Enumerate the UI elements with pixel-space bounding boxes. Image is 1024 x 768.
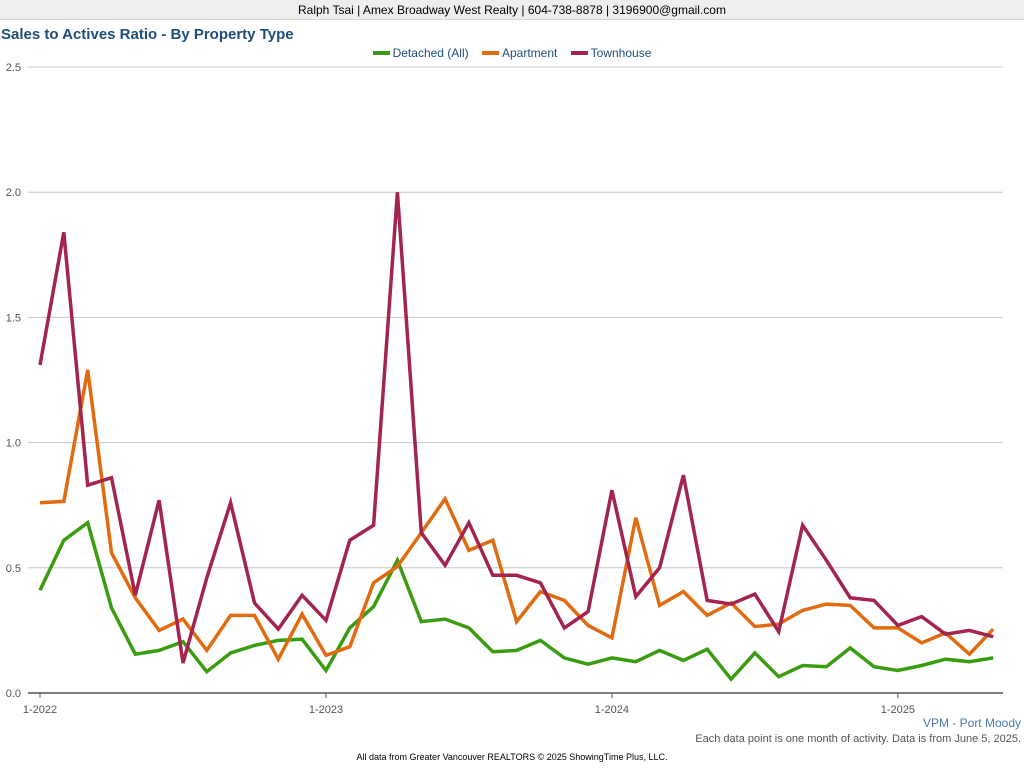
contact-text: Ralph Tsai | Amex Broadway West Realty |…: [298, 3, 726, 17]
legend-label-townhouse: Townhouse: [590, 46, 652, 60]
x-tick-label: 1-2022: [23, 704, 57, 716]
contact-banner: Ralph Tsai | Amex Broadway West Realty |…: [0, 0, 1024, 20]
x-axis: 1-2022 1-2023 1-2024 1-2025: [23, 692, 1003, 716]
series-line-detached: [38, 519, 994, 682]
y-tick-label: 1.5: [6, 312, 21, 324]
x-tick-label: 1-2023: [309, 704, 343, 716]
chart-legend: Detached (All) Apartment Townhouse: [0, 46, 1024, 60]
y-tick-label: 2.5: [6, 62, 21, 74]
legend-item-townhouse[interactable]: Townhouse: [570, 46, 652, 60]
series-line-townhouse: [38, 192, 994, 664]
chart-title: Sales to Actives Ratio - By Property Typ…: [1, 26, 294, 43]
copyright-notice: All data from Greater Vancouver REALTORS…: [356, 752, 668, 762]
location-label: VPM - Port Moody: [922, 716, 1021, 730]
legend-label-detached: Detached (All): [392, 46, 469, 60]
legend-swatch-apartment: [481, 50, 499, 55]
y-tick-label: 2.0: [6, 187, 21, 199]
y-tick-labels: 0.0 0.5 1.0 1.5 2.0 2.5: [6, 62, 21, 700]
x-tick-label: 1-2025: [881, 704, 915, 716]
line-chart: 0.00.51.01.52.02.5 1-2022 1-2023 1-2024 1-2…: [6, 62, 1003, 716]
legend-label-apartment: Apartment: [501, 46, 558, 60]
legend-swatch-detached: [372, 50, 390, 55]
data-note: Each data point is one month of activity…: [695, 733, 1021, 745]
y-tick-label: 0.5: [6, 563, 21, 575]
x-tick-label: 1-2024: [595, 704, 629, 716]
series-lines: [38, 192, 995, 682]
legend-item-apartment[interactable]: Apartment: [481, 46, 558, 60]
y-tick-label: 0.0: [6, 688, 21, 700]
legend-swatch-townhouse: [570, 50, 588, 55]
grid-lines: [28, 66, 1003, 569]
y-tick-label: 1.0: [6, 438, 21, 450]
series-line-apartment: [39, 369, 995, 663]
legend-item-detached[interactable]: Detached (All): [372, 46, 469, 60]
